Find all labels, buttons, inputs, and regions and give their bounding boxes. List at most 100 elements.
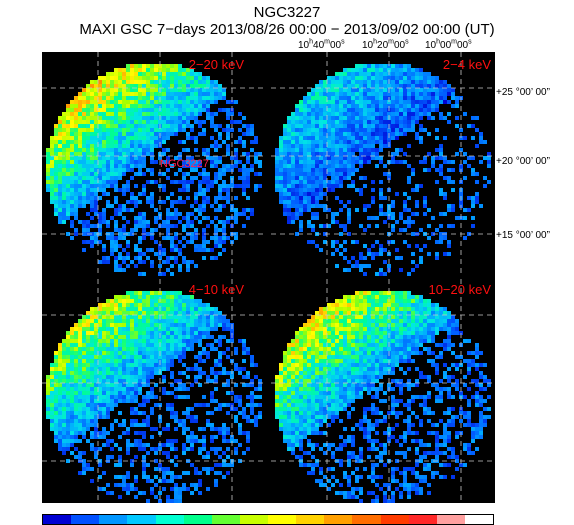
- sky-pixel: [202, 200, 206, 204]
- sky-pixel: [230, 112, 234, 116]
- sky-pixel: [303, 204, 307, 208]
- sky-pixel: [427, 208, 431, 212]
- sky-pixel: [98, 240, 102, 244]
- sky-pixel: [162, 124, 166, 128]
- sky-pixel: [142, 343, 146, 347]
- sky-pixel: [98, 132, 102, 136]
- sky-pixel: [222, 172, 226, 176]
- sky-pixel: [471, 172, 475, 176]
- sky-pixel: [234, 439, 238, 443]
- sky-pixel: [134, 431, 138, 435]
- sky-pixel: [170, 311, 174, 315]
- sky-pixel: [190, 431, 194, 435]
- sky-pixel: [138, 291, 142, 295]
- sky-pixel: [363, 136, 367, 140]
- sky-pixel: [387, 84, 391, 88]
- sky-pixel: [226, 236, 230, 240]
- sky-pixel: [311, 228, 315, 232]
- sky-pixel: [319, 104, 323, 108]
- sky-pixel: [355, 96, 359, 100]
- sky-pixel: [331, 108, 335, 112]
- sky-pixel: [94, 447, 98, 451]
- sky-pixel: [403, 303, 407, 307]
- sky-pixel: [303, 172, 307, 176]
- sky-pixel: [335, 144, 339, 148]
- sky-pixel: [459, 164, 463, 168]
- sky-pixel: [387, 303, 391, 307]
- sky-pixel: [291, 136, 295, 140]
- sky-pixel: [447, 112, 451, 116]
- sky-pixel: [166, 196, 170, 200]
- sky-pixel: [78, 136, 82, 140]
- sky-pixel: [210, 160, 214, 164]
- sky-pixel: [371, 319, 375, 323]
- sky-pixel: [66, 204, 70, 208]
- sky-pixel: [146, 311, 150, 315]
- sky-pixel: [94, 224, 98, 228]
- sky-pixel: [142, 160, 146, 164]
- sky-pixel: [98, 371, 102, 375]
- sky-pixel: [74, 176, 78, 180]
- sky-pixel: [90, 216, 94, 220]
- sky-pixel: [307, 168, 311, 172]
- sky-pixel: [190, 220, 194, 224]
- sky-pixel: [162, 363, 166, 367]
- sky-pixel: [178, 331, 182, 335]
- sky-pixel: [483, 140, 487, 144]
- sky-pixel: [70, 411, 74, 415]
- sky-pixel: [102, 152, 106, 156]
- sky-pixel: [194, 419, 198, 423]
- sky-pixel: [359, 68, 363, 72]
- sky-pixel: [190, 232, 194, 236]
- sky-pixel: [202, 315, 206, 319]
- sky-pixel: [363, 112, 367, 116]
- sky-pixel: [323, 208, 327, 212]
- sky-pixel: [118, 228, 122, 232]
- sky-pixel: [182, 451, 186, 455]
- sky-pixel: [90, 443, 94, 447]
- sky-pixel: [391, 96, 395, 100]
- sky-pixel: [186, 88, 190, 92]
- sky-pixel: [375, 339, 379, 343]
- sky-pixel: [351, 92, 355, 96]
- sky-pixel: [194, 331, 198, 335]
- sky-pixel: [150, 435, 154, 439]
- sky-pixel: [162, 471, 166, 475]
- sky-pixel: [50, 188, 54, 192]
- sky-pixel: [206, 80, 210, 84]
- sky-pixel: [339, 80, 343, 84]
- sky-pixel: [82, 431, 86, 435]
- sky-pixel: [102, 136, 106, 140]
- sky-pixel: [94, 120, 98, 124]
- sky-pixel: [455, 96, 459, 100]
- sky-pixel: [279, 164, 283, 168]
- sky-pixel: [226, 463, 230, 467]
- sky-pixel: [299, 224, 303, 228]
- sky-pixel: [395, 220, 399, 224]
- sky-pixel: [54, 200, 58, 204]
- sky-pixel: [118, 92, 122, 96]
- sky-pixel: [134, 80, 138, 84]
- sky-pixel: [82, 248, 86, 252]
- sky-pixel: [315, 212, 319, 216]
- sky-pixel: [94, 359, 98, 363]
- sky-pixel: [427, 236, 431, 240]
- sky-pixel: [214, 399, 218, 403]
- sky-pixel: [58, 351, 62, 355]
- sky-pixel: [335, 128, 339, 132]
- sky-pixel: [379, 88, 383, 92]
- sky-pixel: [315, 244, 319, 248]
- sky-pixel: [315, 351, 319, 355]
- sky-pixel: [186, 295, 190, 299]
- sky-pixel: [146, 108, 150, 112]
- sky-pixel: [431, 80, 435, 84]
- sky-pixel: [138, 72, 142, 76]
- sky-pixel: [351, 331, 355, 335]
- sky-pixel: [106, 120, 110, 124]
- sky-pixel: [335, 132, 339, 136]
- sky-pixel: [319, 248, 323, 252]
- sky-pixel: [126, 379, 130, 383]
- sky-pixel: [403, 128, 407, 132]
- sky-pixel: [395, 319, 399, 323]
- sky-pixel: [114, 260, 118, 264]
